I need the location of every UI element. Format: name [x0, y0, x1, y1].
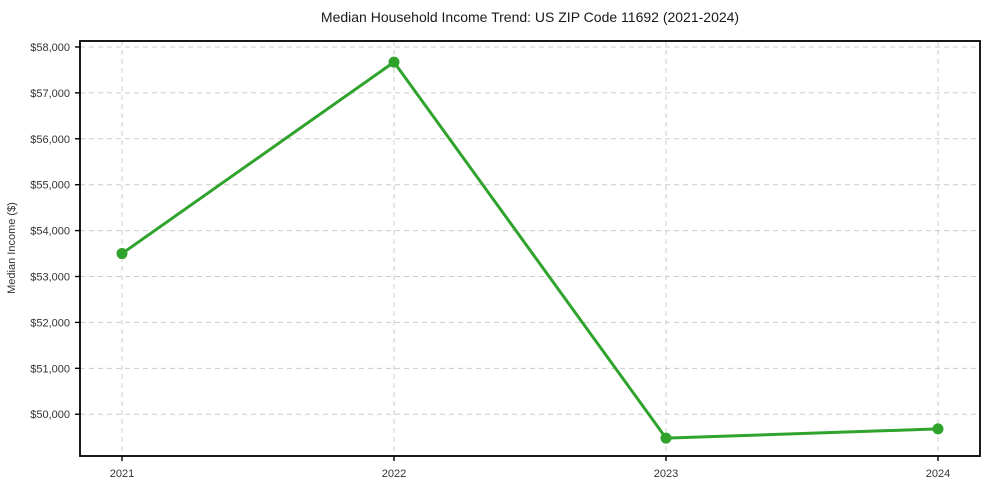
- y-tick-label: $52,000: [30, 317, 70, 329]
- y-tick-label: $56,000: [30, 134, 70, 146]
- axes-layer: $50,000 $51,000 $52,000 $53,000 $54,000 $55,0…: [30, 40, 981, 480]
- data-point-2023: [660, 432, 672, 444]
- chart-title: Median Household Income Trend: US ZIP Co…: [321, 9, 739, 25]
- plot-frame: [79, 40, 981, 457]
- y-tick-label: $53,000: [30, 272, 70, 284]
- data-point-2021: [116, 248, 128, 260]
- y-tick-label: $50,000: [30, 409, 70, 421]
- y-tick-label: $51,000: [30, 363, 70, 375]
- plot-generated-layers: $50,000 $51,000 $52,000 $53,000 $54,000 $55,0…: [30, 40, 981, 480]
- y-tick-label: $58,000: [30, 42, 70, 54]
- y-axis-title: Median Income ($): [6, 202, 18, 294]
- trend-line: [120, 60, 940, 440]
- x-tick-label: 2024: [926, 468, 950, 480]
- series-layer: [116, 56, 944, 444]
- x-tick-label: 2021: [110, 468, 134, 480]
- y-tick-label: $57,000: [30, 88, 70, 100]
- y-tick-label: $54,000: [30, 226, 70, 238]
- data-point-2024: [932, 423, 944, 435]
- gridlines-layer: [80, 41, 980, 456]
- y-tick-label: $55,000: [30, 180, 70, 192]
- x-tick-label: 2023: [654, 468, 678, 480]
- x-tick-label: 2022: [382, 468, 406, 480]
- data-point-2022: [388, 56, 400, 68]
